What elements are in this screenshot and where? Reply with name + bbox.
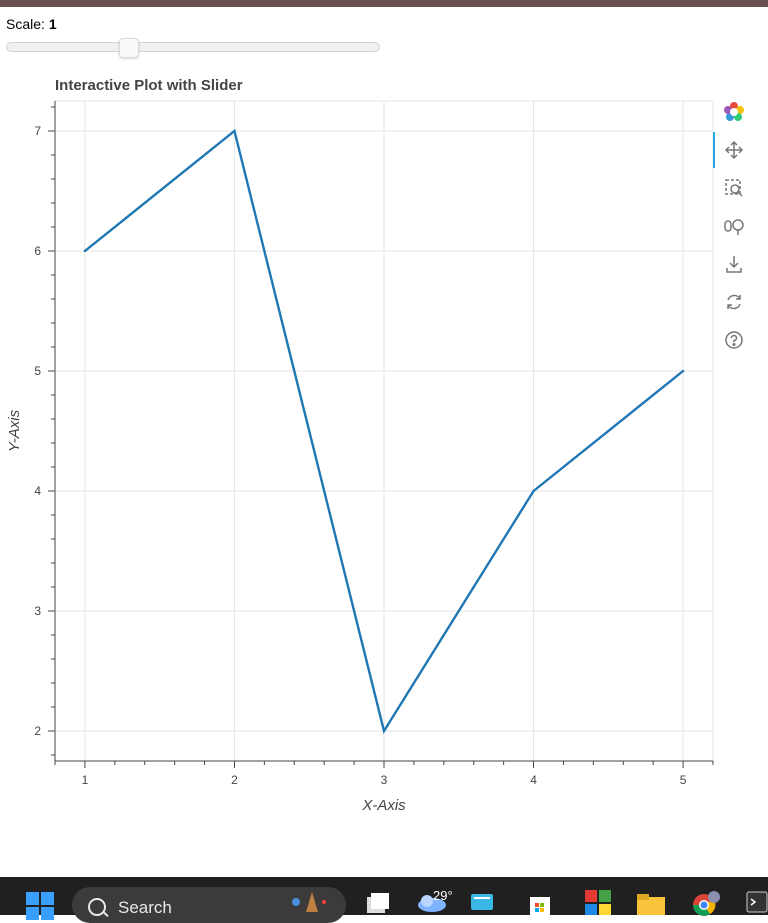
terminal-icon[interactable] — [746, 891, 768, 918]
scale-slider-track[interactable] — [6, 42, 380, 52]
data-point — [83, 249, 87, 253]
reset-icon[interactable] — [723, 291, 745, 313]
seasonal-decoration-icon — [290, 890, 334, 919]
save-icon[interactable] — [723, 253, 745, 275]
slider-label: Scale: 1 — [6, 16, 57, 32]
wheel-zoom-icon[interactable] — [723, 215, 745, 237]
y-axis-label: Y-Axis — [6, 409, 23, 452]
y-tick-label: 7 — [34, 124, 41, 138]
help-icon[interactable] — [723, 329, 745, 351]
file-explorer-icon[interactable] — [636, 893, 666, 920]
line-chart[interactable]: 1 2 3 4 5 2 3 4 5 6 7 X-Axis Y-Axis — [0, 0, 768, 870]
pan-icon[interactable] — [723, 139, 745, 161]
x-tick-label: 4 — [530, 773, 537, 787]
y-tick-label: 6 — [34, 244, 41, 258]
search-placeholder: Search — [118, 898, 172, 917]
search-icon — [88, 898, 106, 916]
chrome-icon[interactable] — [692, 891, 720, 922]
weather-temp: 29° — [433, 888, 453, 903]
data-point — [233, 129, 236, 133]
x-tick-label: 3 — [381, 773, 388, 787]
data-point — [532, 489, 535, 493]
x-axis-label: X-Axis — [361, 797, 406, 814]
x-tick-label: 1 — [82, 773, 89, 787]
active-tool-indicator — [713, 132, 715, 168]
slider-label-text: Scale: — [6, 16, 45, 32]
x-tick-label: 5 — [680, 773, 687, 787]
window-top-bar — [0, 0, 768, 7]
chart-title: Interactive Plot with Slider — [55, 77, 243, 94]
scale-slider-handle[interactable] — [119, 38, 140, 58]
windows-start-icon[interactable] — [26, 892, 54, 920]
taskbar: Search 29° — [0, 877, 768, 923]
slider-value: 1 — [48, 16, 57, 32]
y-tick-label: 3 — [34, 604, 41, 618]
data-point — [382, 729, 386, 733]
y-tick-label: 5 — [34, 364, 41, 378]
bokeh-logo-icon[interactable] — [723, 101, 745, 123]
store-icon[interactable] — [528, 893, 552, 920]
task-view-icon[interactable] — [365, 891, 391, 920]
y-tick-label: 4 — [34, 484, 41, 498]
x-tick-label: 2 — [231, 773, 238, 787]
app-tiles-icon[interactable] — [584, 889, 612, 920]
chart-toolbar — [713, 97, 753, 357]
data-point — [681, 369, 685, 373]
y-tick-label: 2 — [34, 724, 41, 738]
keyboard-icon[interactable] — [470, 893, 494, 916]
weather-icon[interactable] — [414, 887, 450, 918]
box-zoom-icon[interactable] — [723, 177, 745, 199]
